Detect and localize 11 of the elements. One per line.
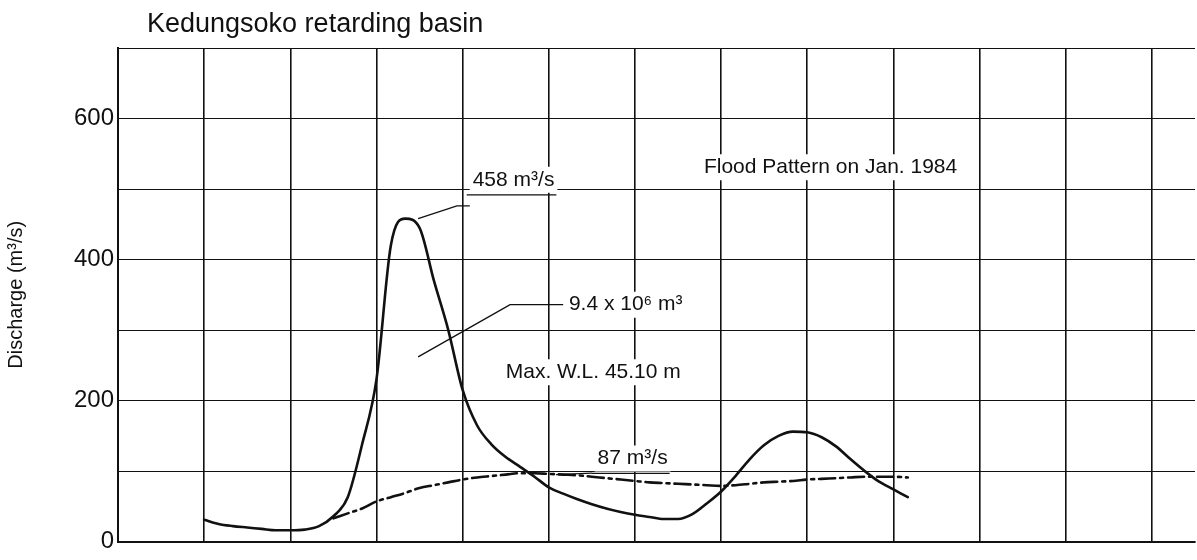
chart-title: Kedungsoko retarding basin <box>147 8 484 38</box>
y-axis-title: Discharge (m³/s) <box>3 220 26 369</box>
y-tick-label: 600 <box>73 103 114 131</box>
y-tick-label: 0 <box>100 526 114 554</box>
annotation: Flood Pattern on Jan. 1984 <box>703 153 958 177</box>
annotation: 87 m³/s <box>597 445 668 469</box>
y-tick-label: 400 <box>73 244 114 272</box>
annotation: 9.4 x 10⁶ m³ <box>568 291 683 315</box>
y-tick-label: 200 <box>73 385 114 413</box>
annotation: 458 m³/s <box>472 166 555 190</box>
annotation: Max. W.L. 45.10 m <box>505 359 681 383</box>
